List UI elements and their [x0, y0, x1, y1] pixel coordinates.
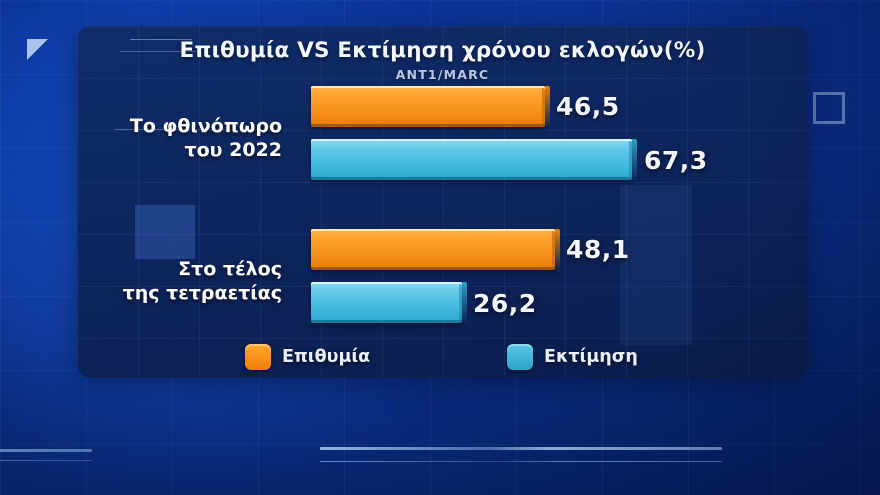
- bar-estimate-autumn-2022: [311, 139, 637, 180]
- triangle-decoration-icon: [27, 39, 48, 60]
- bar-body: [311, 229, 555, 270]
- legend-label-estimate: Εκτίμηση: [544, 347, 638, 367]
- category-label-1: Στο τέλος της τετραετίας: [122, 258, 282, 305]
- legend-item-desire: Επιθυμία: [245, 344, 370, 370]
- bar-body: [311, 139, 632, 180]
- legend-label-desire: Επιθυμία: [282, 347, 371, 367]
- bar-body: [311, 86, 545, 127]
- bar-edge-cap: [555, 229, 560, 270]
- lower-left-line-decoration-1: [0, 449, 92, 452]
- value-label-desire-autumn-2022: 46,5: [556, 92, 620, 121]
- lower-center-line-decoration-2: [320, 461, 722, 462]
- bar-estimate-end-of-term: [311, 282, 467, 323]
- chart-panel: Επιθυμία VS Εκτίμηση χρόνου εκλογών(%) Α…: [77, 26, 808, 378]
- plot-area: Το φθινόπωρο του 2022 46,5 67,3 Στο τέλο…: [77, 26, 808, 378]
- value-label-estimate-end-of-term: 26,2: [473, 289, 537, 318]
- legend-swatch-desire: [245, 344, 271, 370]
- bar-desire-end-of-term: [311, 229, 560, 270]
- value-label-desire-end-of-term: 48,1: [566, 235, 630, 264]
- bar-body: [311, 282, 462, 323]
- square-outline-decoration-icon: [813, 92, 845, 124]
- bar-desire-autumn-2022: [311, 86, 550, 127]
- legend-swatch-estimate: [507, 344, 533, 370]
- value-label-estimate-autumn-2022: 67,3: [644, 146, 708, 175]
- lower-center-line-decoration-1: [320, 447, 722, 450]
- category-label-0: Το φθινόπωρο του 2022: [129, 115, 282, 162]
- legend-item-estimate: Εκτίμηση: [507, 344, 638, 370]
- bar-edge-cap: [632, 139, 637, 180]
- bar-edge-cap: [545, 86, 550, 127]
- lower-left-line-decoration-2: [0, 460, 92, 461]
- bar-edge-cap: [462, 282, 467, 323]
